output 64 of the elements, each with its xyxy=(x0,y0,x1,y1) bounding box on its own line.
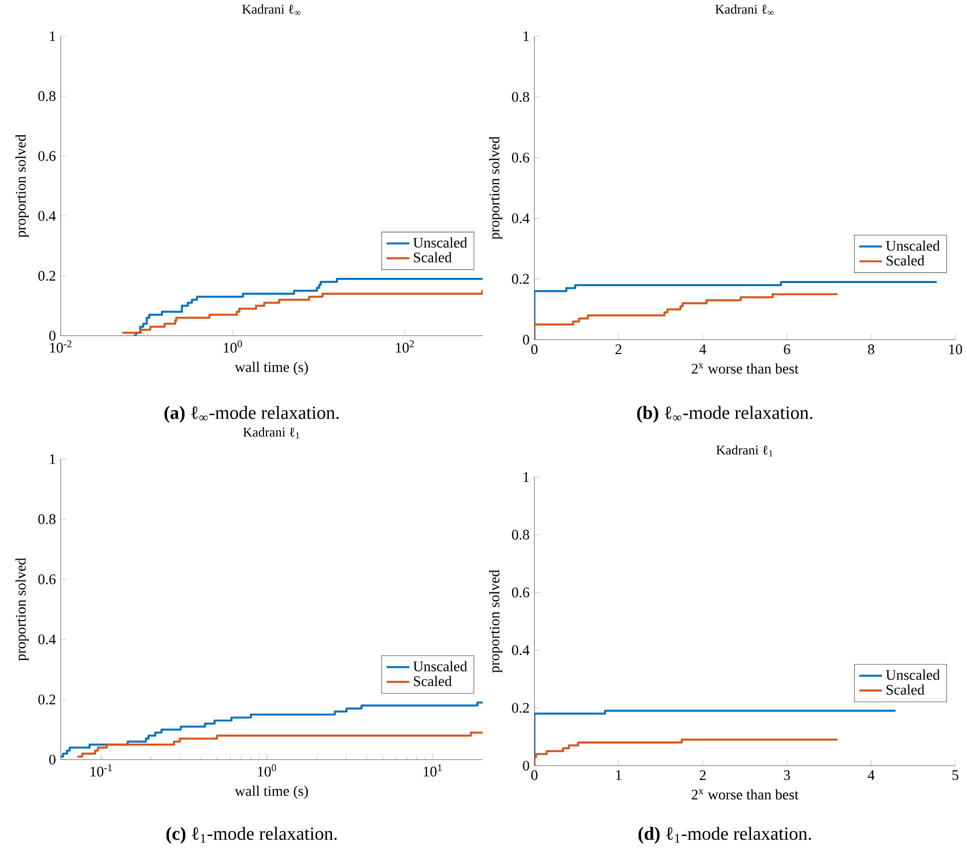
y-tick-label: 0.8 xyxy=(512,530,530,540)
y-tick-label: 0.4 xyxy=(512,645,530,656)
x-tick-label: 2 xyxy=(700,770,706,780)
y-tick-label: 0.2 xyxy=(512,702,529,713)
y-tick-label: 0.2 xyxy=(38,694,56,704)
x-tick-label: 10$^{0}$ xyxy=(258,764,276,776)
x-tick-label: 2 xyxy=(616,344,622,354)
chart-title: Kadrani ℓ$_{1}$ xyxy=(243,427,300,438)
y-tick-label: 0 xyxy=(49,330,56,341)
x-axis-title: wall time (s) xyxy=(234,362,308,375)
y-tick-label: 0.8 xyxy=(38,514,56,524)
x-axis-title: wall time (s) xyxy=(234,786,308,799)
legend-label: Scaled xyxy=(414,252,452,262)
y-tick-label: 0.8 xyxy=(38,91,56,102)
x-tick-label: 10 xyxy=(949,344,962,354)
legend-label: Scaled xyxy=(414,676,452,686)
x-tick-label: 4 xyxy=(699,344,706,354)
legend-label: Scaled xyxy=(886,255,924,266)
y-tick-label: 1 xyxy=(524,472,529,482)
y-tick-label: 0.4 xyxy=(38,210,56,221)
x-tick-label: 10$^{-2}$ xyxy=(50,340,72,353)
y-tick-label: 0.2 xyxy=(38,270,56,281)
legend-label: Scaled xyxy=(886,684,924,695)
chart-title: Kadrani ℓ$_{∞}$ xyxy=(242,4,300,15)
y-axis-title: proportion solved xyxy=(489,570,502,673)
y-tick-label: 0.2 xyxy=(512,274,529,284)
x-tick-label: 6 xyxy=(784,344,790,354)
x-tick-label: 10$^{1}$ xyxy=(424,764,442,776)
x-tick-label: 3 xyxy=(784,770,790,780)
text: (a) ℓ$_{∞}$-mode relaxation. xyxy=(164,406,339,423)
y-axis-title: proportion solved xyxy=(15,558,29,661)
x-tick-label: 5 xyxy=(952,770,958,780)
legend-label: Unscaled xyxy=(413,661,468,672)
legend-label: Unscaled xyxy=(413,237,468,248)
chart-title: Kadrani ℓ$_{∞}$ xyxy=(715,4,774,15)
y-tick-label: 0.6 xyxy=(512,152,530,163)
x-tick-label: 4 xyxy=(868,770,875,780)
x-tick-label: 0 xyxy=(531,770,538,780)
text: (b) ℓ$_{∞}$-mode relaxation. xyxy=(637,406,812,423)
y-tick-label: 0.6 xyxy=(38,574,56,584)
y-tick-label: 0.4 xyxy=(512,213,530,224)
text: (c) ℓ$_{1}$-mode relaxation. xyxy=(166,826,337,844)
y-tick-label: 1 xyxy=(524,31,529,41)
x-tick-label: 0 xyxy=(531,344,538,354)
x-axis-title: 2$^{x}$ worse than best xyxy=(692,363,798,374)
y-tick-label: 0.6 xyxy=(38,151,56,161)
x-tick-label: 8 xyxy=(868,344,874,354)
y-tick-label: 0 xyxy=(49,754,56,764)
x-tick-label: 10$^{-1}$ xyxy=(90,764,112,776)
y-tick-label: 0.8 xyxy=(512,92,530,102)
chart-title: Kadrani ℓ$_{1}$ xyxy=(716,445,772,456)
y-tick-label: 0.4 xyxy=(38,634,56,644)
x-tick-label: 10$^{2}$ xyxy=(396,340,414,353)
x-tick-label: 10$^{0}$ xyxy=(224,340,242,353)
y-tick-label: 1 xyxy=(50,454,56,464)
x-axis-title: 2$^{x}$ worse than best xyxy=(692,789,798,800)
legend-label: Unscaled xyxy=(886,240,940,251)
y-tick-label: 1 xyxy=(50,31,56,41)
legend-label: Unscaled xyxy=(886,670,940,680)
y-axis-title: proportion solved xyxy=(489,136,502,240)
text: (d) ℓ$_{1}$-mode relaxation. xyxy=(638,826,811,844)
y-tick-label: 0.6 xyxy=(512,587,530,598)
x-tick-label: 1 xyxy=(616,770,622,780)
y-axis-title: proportion solved xyxy=(15,134,29,238)
